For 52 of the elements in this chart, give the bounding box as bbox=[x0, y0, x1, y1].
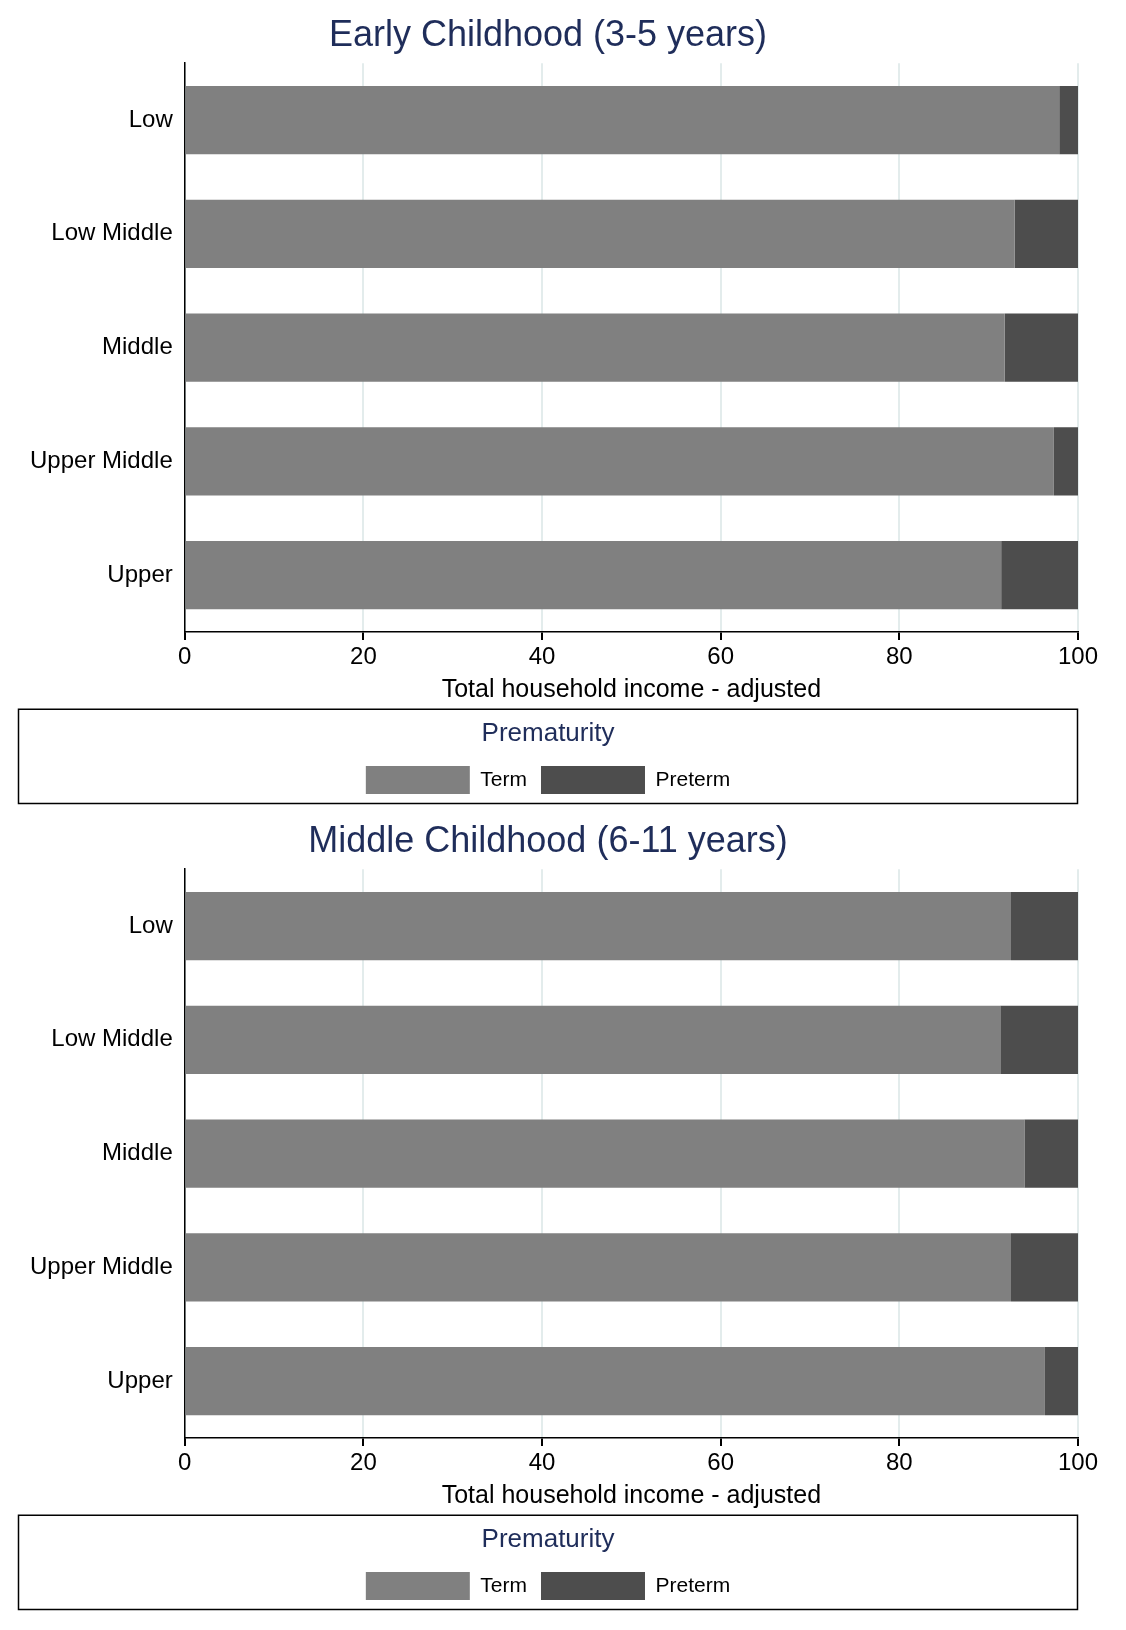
bar bbox=[185, 540, 1002, 610]
bar bbox=[185, 313, 1005, 382]
legend-label: Term bbox=[480, 1572, 527, 1596]
chart-title: Middle Childhood (6-11 years) bbox=[308, 818, 788, 860]
x-tick-label: 80 bbox=[886, 1448, 913, 1476]
x-tick-label: 80 bbox=[886, 642, 913, 670]
bar bbox=[1024, 1119, 1078, 1188]
legend-label: Term bbox=[480, 766, 527, 790]
y-tick-label: Upper Middle bbox=[30, 1251, 173, 1279]
bar bbox=[1011, 1233, 1078, 1302]
legend-title: Prematurity bbox=[481, 1522, 615, 1553]
legend-label: Preterm bbox=[655, 766, 731, 790]
x-tick-label: 20 bbox=[350, 642, 377, 670]
x-axis-title: Total household income - adjusted bbox=[441, 1479, 822, 1508]
x-tick-label: 60 bbox=[707, 642, 735, 670]
x-tick-label: 40 bbox=[528, 642, 556, 670]
bar bbox=[1044, 1346, 1078, 1416]
x-tick-label: 0 bbox=[178, 642, 192, 670]
bar bbox=[185, 1233, 1012, 1302]
bar bbox=[1004, 313, 1078, 382]
y-tick-label: Low bbox=[128, 910, 174, 938]
legend-title: Prematurity bbox=[481, 716, 615, 747]
x-tick-label: 40 bbox=[528, 1448, 556, 1476]
x-tick-label: 20 bbox=[350, 1448, 377, 1476]
bar bbox=[1059, 85, 1078, 155]
bar bbox=[1053, 427, 1078, 496]
x-tick-label: 100 bbox=[1057, 642, 1099, 670]
bar bbox=[1014, 199, 1078, 268]
y-tick-label: Middle bbox=[102, 1138, 173, 1166]
x-tick-label: 0 bbox=[178, 1448, 192, 1476]
bar bbox=[185, 199, 1015, 268]
bar bbox=[185, 1346, 1045, 1416]
bar bbox=[185, 1119, 1025, 1188]
bar bbox=[185, 891, 1012, 961]
x-tick-label: 100 bbox=[1057, 1448, 1099, 1476]
chart-title: Early Childhood (3-5 years) bbox=[328, 12, 768, 54]
y-tick-label: Upper bbox=[107, 559, 173, 587]
bar bbox=[185, 85, 1060, 155]
legend-label: Preterm bbox=[655, 1572, 731, 1596]
bar bbox=[1001, 540, 1078, 610]
y-tick-label: Low Middle bbox=[51, 218, 173, 246]
y-tick-label: Low bbox=[128, 104, 174, 132]
bar bbox=[1011, 891, 1078, 961]
y-tick-label: Low Middle bbox=[51, 1024, 173, 1052]
y-tick-label: Middle bbox=[102, 332, 173, 360]
bar bbox=[185, 1005, 1001, 1074]
x-axis-title: Total household income - adjusted bbox=[441, 673, 822, 702]
bar bbox=[185, 427, 1054, 496]
bar bbox=[1000, 1005, 1078, 1074]
y-tick-label: Upper bbox=[107, 1365, 173, 1393]
y-tick-label: Upper Middle bbox=[30, 445, 173, 473]
x-tick-label: 60 bbox=[707, 1448, 735, 1476]
